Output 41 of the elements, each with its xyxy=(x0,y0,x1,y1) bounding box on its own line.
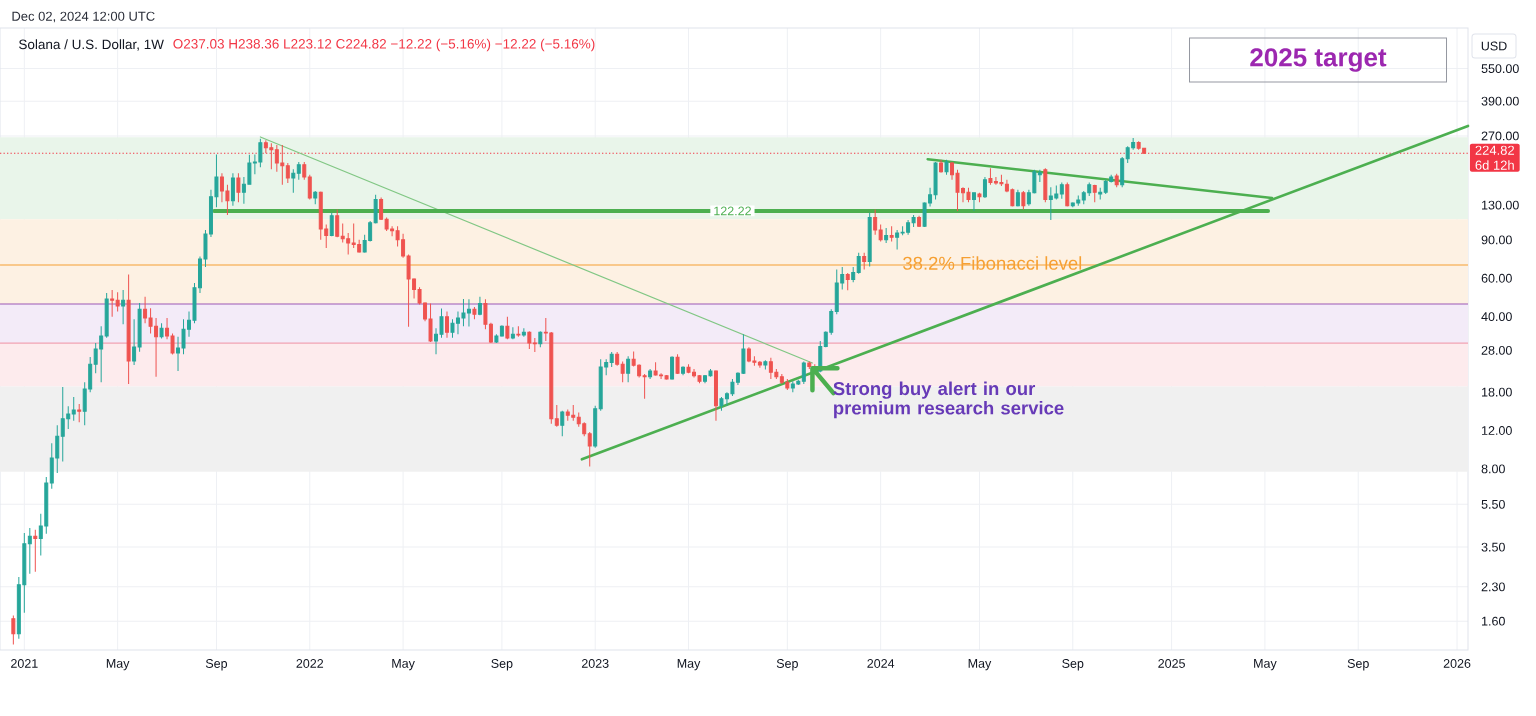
x-tick-label: Sep xyxy=(1347,659,1369,671)
annotation: 122.22 xyxy=(714,206,751,216)
y-tick-label: 270.00 xyxy=(1481,131,1519,141)
x-tick-label: Sep xyxy=(205,659,228,671)
x-tick-label: Sep xyxy=(1062,659,1084,671)
x-tick-label: Sep xyxy=(491,659,513,671)
y-tick-label: 90.00 xyxy=(1481,235,1512,245)
y-tick-label: 3.50 xyxy=(1481,542,1505,552)
x-tick-label: 2024 xyxy=(867,659,895,668)
x-tick-label: 2025 xyxy=(1158,659,1185,668)
y-tick-label: 130.00 xyxy=(1482,200,1519,210)
x-tick-label: Sep xyxy=(776,659,798,671)
annotation: Strong buy alert in our premium research service xyxy=(833,381,1064,419)
y-tick-label: 60.00 xyxy=(1481,273,1512,283)
y-tick-label: 18.00 xyxy=(1482,387,1512,397)
text: Solana / U.S. Dollar, 1W xyxy=(19,39,164,51)
y-tick-label: 40.00 xyxy=(1481,312,1512,322)
text: 6d 12h xyxy=(1475,160,1514,170)
y-tick-label: 28.00 xyxy=(1481,345,1512,355)
text: O237.03 H238.36 L223.12 C224.82 −12.22 (−5.16%) −12.22 (−5.16%) xyxy=(173,38,595,52)
y-tick-label: 550.00 xyxy=(1481,64,1519,74)
y-tick-label: 8.00 xyxy=(1481,464,1505,474)
x-tick-label: 2021 xyxy=(11,659,38,668)
x-tick-label: 2022 xyxy=(296,659,324,668)
y-tick-label: 1.60 xyxy=(1482,616,1505,626)
y-tick-label: 12.00 xyxy=(1482,426,1512,435)
y-tick-label: 5.50 xyxy=(1481,499,1505,509)
ref-line-label: 38.2% Fibonacci level xyxy=(903,256,1082,270)
x-tick-label: 2023 xyxy=(581,659,609,668)
ref-line-label: 224.82 xyxy=(1475,145,1514,155)
y-tick-label: 390.00 xyxy=(1481,96,1519,106)
x-tick-label: May xyxy=(392,659,415,671)
x-tick-label: 2026 xyxy=(1443,659,1471,668)
x-tick-label: May xyxy=(106,659,130,671)
x-tick-label: May xyxy=(677,659,701,671)
y-axis-title: USD xyxy=(1481,41,1507,51)
annotation: 2025 target xyxy=(1250,48,1387,72)
x-tick-label: May xyxy=(968,659,992,671)
text: Dec 02, 2024 12:00 UTC xyxy=(12,11,155,23)
x-tick-label: May xyxy=(1254,659,1277,671)
y-tick-label: 2.30 xyxy=(1481,582,1505,592)
